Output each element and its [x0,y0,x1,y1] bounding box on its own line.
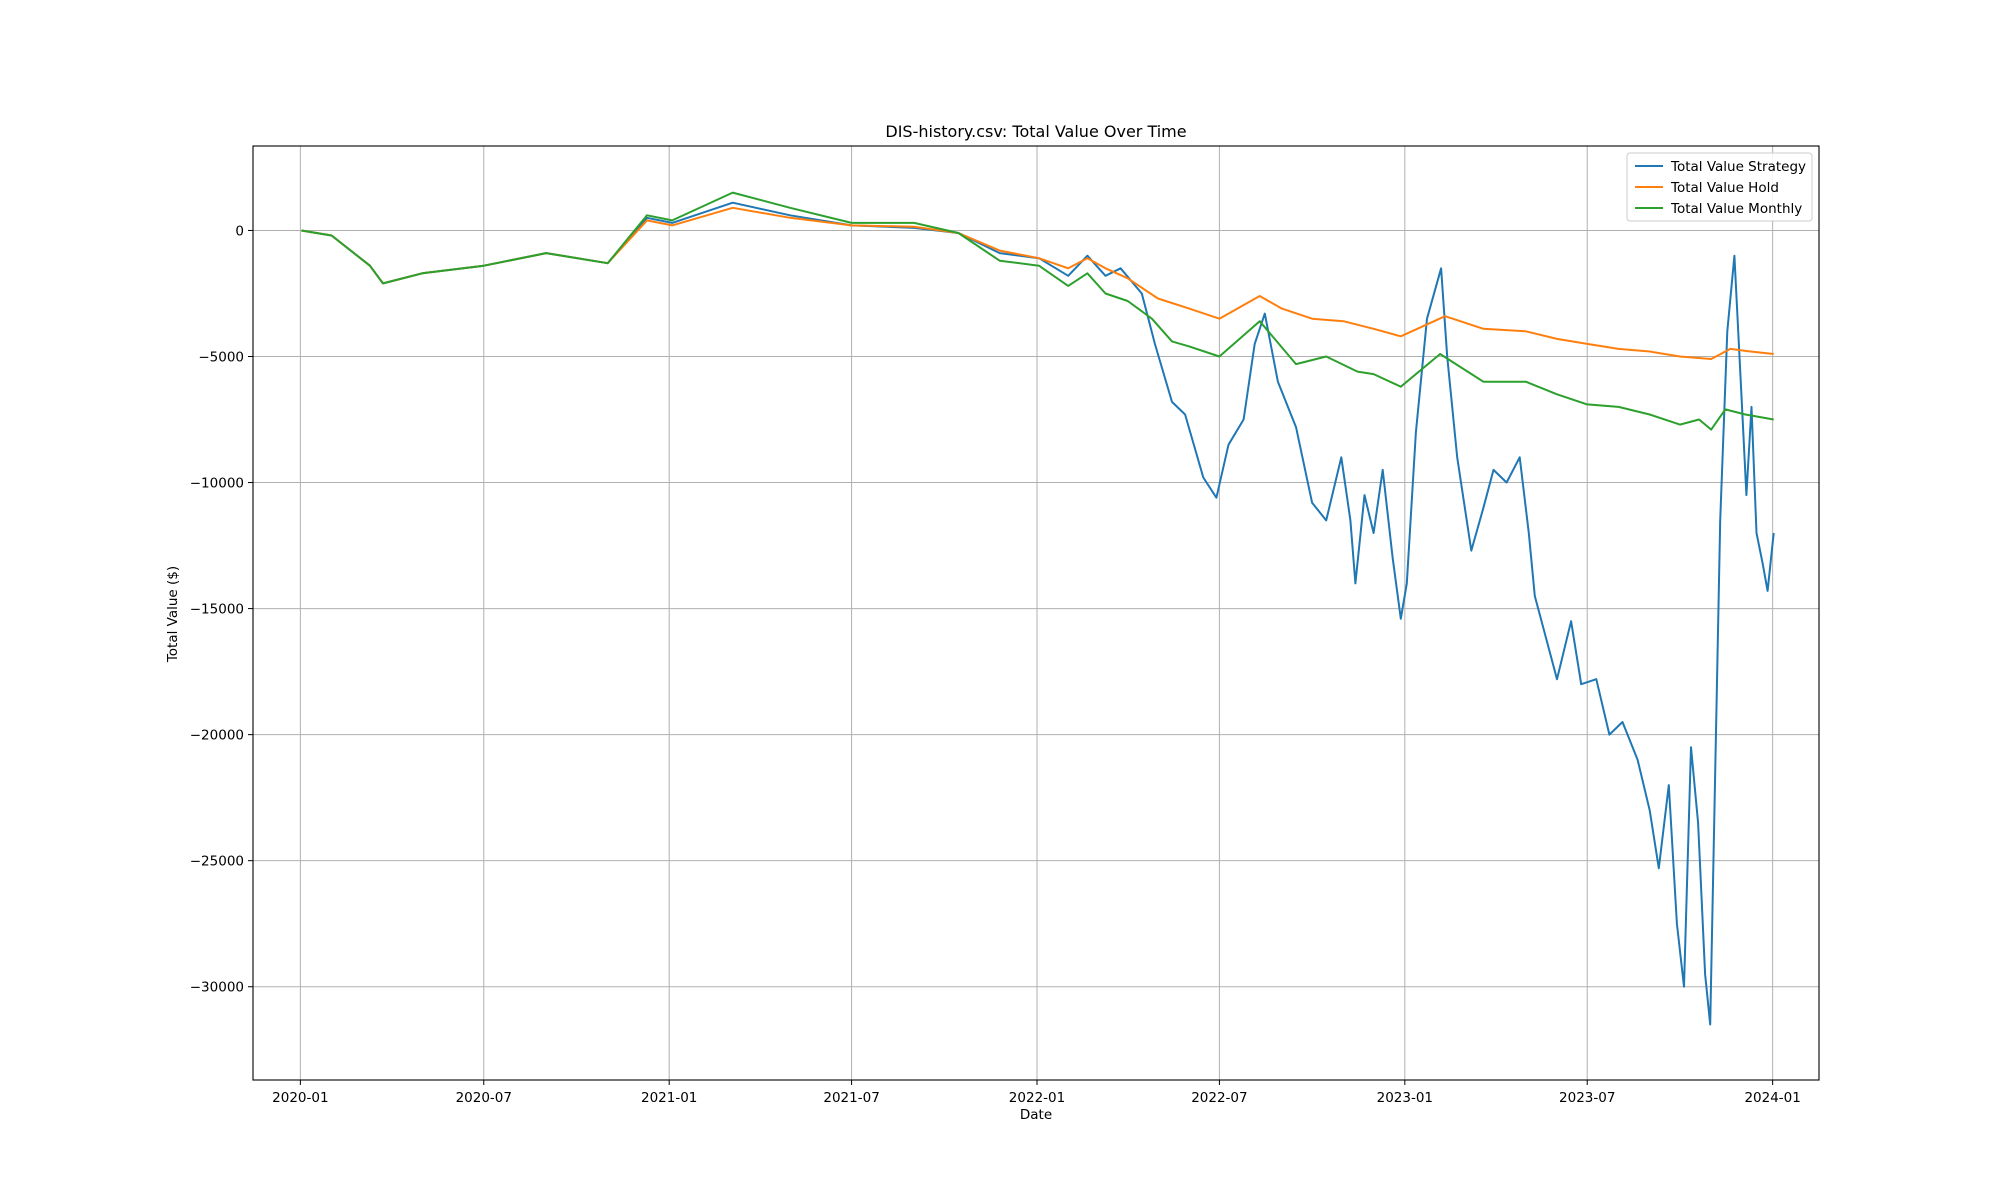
y-tick-label: −10000 [190,476,244,492]
x-tick-label: 2020-01 [272,1090,328,1106]
series-layer [301,191,1775,1026]
series-line-total-value-monthly [301,191,1774,431]
legend-label: Total Value Strategy [1670,159,1806,175]
x-tick-label: 2024-01 [1744,1090,1800,1106]
x-tick-label: 2022-01 [1009,1090,1065,1106]
y-tick-label: −30000 [190,980,244,996]
tick-layer: 2020-01 2020-07 2021-01 2021-07 2022-01 2022-… [190,223,1801,1106]
legend-box [1626,152,1813,222]
chart-title: DIS-history.csv: Total Value Over Time [885,122,1186,141]
x-tick-label: 2023-01 [1377,1090,1433,1106]
legend-label: Total Value Monthly [1670,201,1802,217]
y-tick-label: −5000 [198,349,244,365]
y-tick-label: −15000 [190,602,244,618]
y-tick-label: 0 [235,223,244,239]
x-tick-label: 2023-07 [1559,1090,1615,1106]
legend: Total Value Strategy Total Value Hold Tota… [1626,152,1813,222]
legend-label: Total Value Hold [1670,180,1779,196]
grid-layer [253,146,1819,1080]
x-tick-label: 2022-07 [1191,1090,1247,1106]
y-tick-label: −25000 [190,854,244,870]
x-axis-label: Date [1020,1107,1052,1123]
plot-frame [252,145,1820,1081]
x-tick-label: 2021-01 [641,1090,697,1106]
y-tick-label: −20000 [190,728,244,744]
y-axis-label: Total Value ($) [165,566,181,663]
x-tick-label: 2020-07 [456,1090,512,1106]
x-tick-label: 2021-07 [823,1090,879,1106]
